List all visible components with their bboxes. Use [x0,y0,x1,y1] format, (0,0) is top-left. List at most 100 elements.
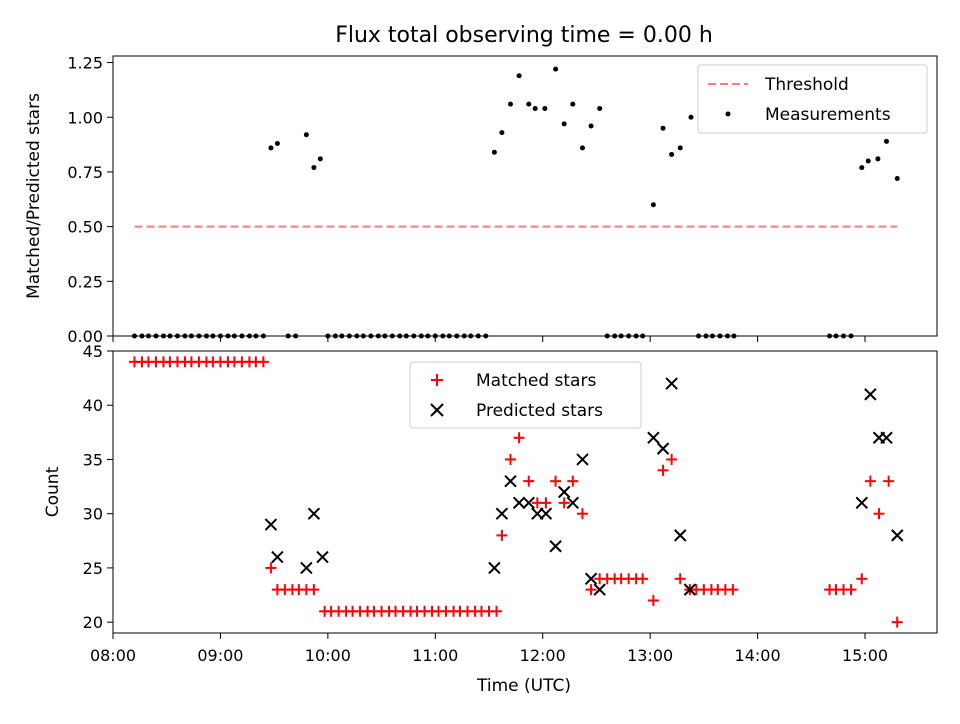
measurement-point [526,101,532,107]
matched-stars-point [856,573,868,585]
count-y-axis-label: Count [43,466,63,517]
matched-stars-point [308,584,320,596]
measurement-point [354,333,360,339]
count-legend: Matched stars Predicted stars [409,361,642,429]
measurement-point [188,333,194,339]
measurement-point [446,333,452,339]
measurement-point [499,130,505,136]
measurement-point [468,333,474,339]
count-y-tick-label: 45 [83,342,103,361]
measurement-point [418,333,424,339]
measurement-point [841,333,847,339]
measurement-point [640,333,646,339]
measurement-point [260,333,266,339]
count-y-tick-label: 35 [83,450,103,469]
measurement-point [397,333,403,339]
predicted-stars-point [300,561,313,575]
measurement-point [382,333,388,339]
measurement-point [231,333,237,339]
measurement-point [516,73,522,79]
measurement-point [432,333,438,339]
measurement-point [633,333,639,339]
measurement-point [483,333,489,339]
matched-stars-point [873,508,885,520]
predicted-legend-swatch [430,403,444,417]
measurement-point [368,333,374,339]
measurement-point [725,333,731,339]
measurement-point [827,333,833,339]
measurement-point [160,333,166,339]
x-tick-label: 08:00 [90,646,136,665]
measurement-point [131,333,137,339]
predicted-stars-point [656,442,670,455]
measurement-point [894,176,900,181]
measurement-point [360,333,366,339]
x-tick-label: 13:00 [627,646,673,665]
matched-stars-point [647,594,659,606]
measurement-point [403,333,409,339]
predicted-stars-point [576,453,589,466]
measurement-point [875,156,881,162]
measurement-point [293,333,299,339]
matched-stars-point [567,475,579,487]
matched-stars-point [666,453,678,465]
matched-stars-point [674,573,686,585]
matched-stars-point [558,497,570,509]
measurement-point [709,333,715,339]
predicted-stars-point [584,572,598,585]
measurement-point [239,333,245,339]
x-tick-label: 09:00 [197,646,243,665]
x-tick-label: 11:00 [412,646,458,665]
measurements-legend-label: Measurements [765,105,891,125]
threshold-legend-label: Threshold [764,75,849,95]
measurement-point [833,333,839,339]
measurement-point [311,165,317,171]
measurement-point [203,333,209,339]
predicted-stars-point [522,496,535,510]
ratio-y-tick-label: 1.00 [67,108,103,127]
measurement-point [461,333,467,339]
matched-stars-point [265,562,277,574]
measurement-point [618,333,624,339]
measurement-point [346,333,352,339]
measurement-point [253,333,259,339]
x-tick-label: 15:00 [842,646,888,665]
measurement-point [703,333,709,339]
measurement-point [210,333,216,339]
matched-stars-point [657,464,669,476]
measurement-point [332,333,338,339]
measurement-point [612,333,618,339]
measurement-point [425,333,431,339]
measurement-point [440,333,446,339]
measurement-point [579,145,585,151]
predicted-stars-point [495,507,509,520]
count-plot-area [112,350,938,634]
ratio-legend-box [697,64,928,134]
matched-stars-point [257,356,269,368]
matched-stars-point [523,475,535,487]
measurement-point [532,106,538,111]
chart-title: Flux total observing time = 0.00 h [335,23,713,48]
measurement-point [303,132,309,138]
measurement-point [884,138,890,144]
measurement-point [688,114,694,120]
predicted-stars-point [264,518,278,531]
predicted-stars-point [558,485,571,499]
matched-stars-point [513,432,525,444]
measurement-point [274,141,280,146]
predicted-stars-point [566,496,580,510]
ratio-y-tick-label: 0.50 [67,218,103,237]
measurement-point [491,149,497,155]
measurement-point [553,66,559,72]
predicted-stars-point [683,583,697,596]
measurement-point [542,106,548,111]
matched-stars-point [883,475,895,487]
ratio-plot-area [112,55,938,337]
count-panel: 20 25 30 35 40 45 08:00 09:00 10:00 11:00 12:00 13:… [43,342,938,696]
predicted-stars-point [855,496,869,510]
ratio-legend: Threshold Measurements [697,64,928,134]
predicted-stars-point [647,431,660,444]
measurement-point [650,202,656,208]
measurement-point [285,333,291,339]
